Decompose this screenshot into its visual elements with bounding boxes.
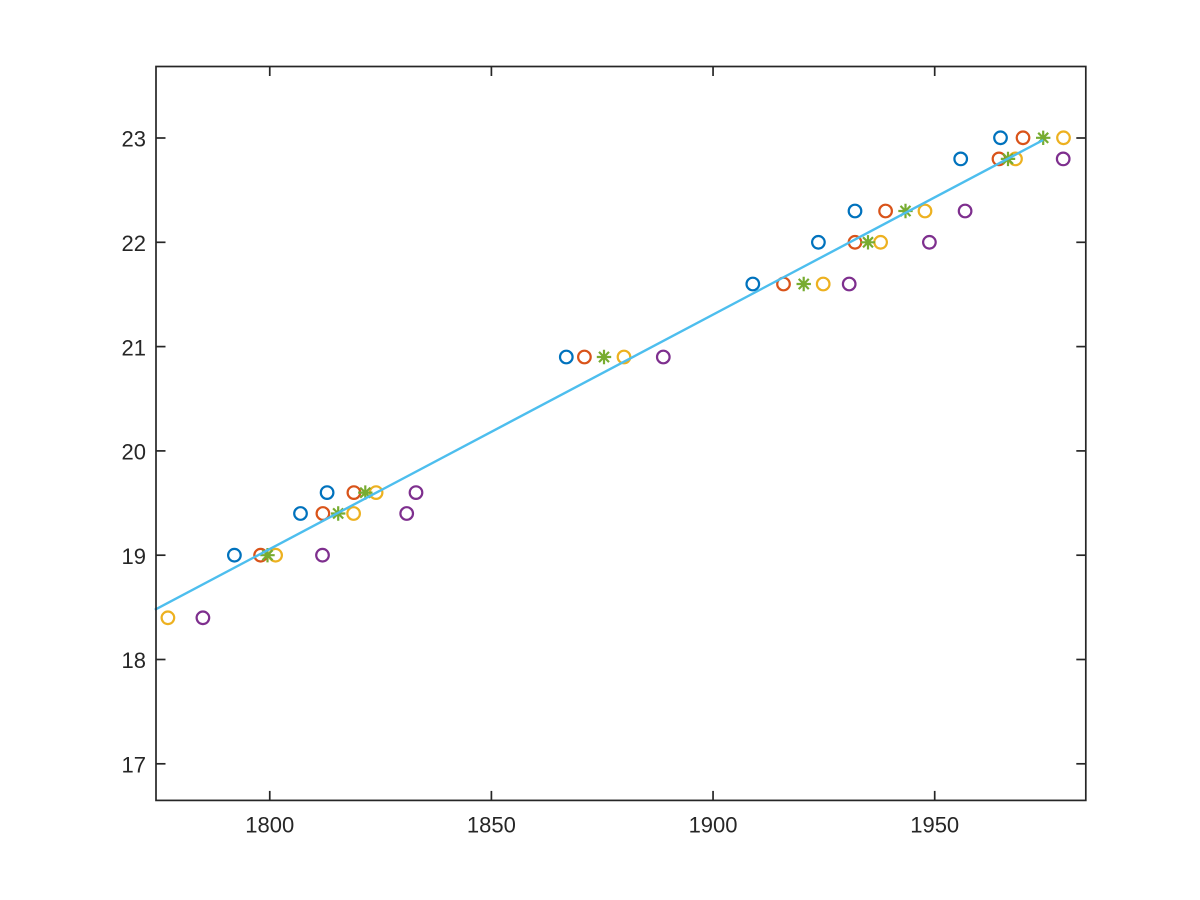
svg-text:21: 21 xyxy=(122,335,146,360)
svg-text:1950: 1950 xyxy=(910,813,959,838)
svg-text:23: 23 xyxy=(122,127,146,152)
svg-text:20: 20 xyxy=(122,440,146,465)
svg-text:18: 18 xyxy=(122,648,146,673)
svg-text:22: 22 xyxy=(122,231,146,256)
svg-text:1800: 1800 xyxy=(245,813,294,838)
svg-text:19: 19 xyxy=(122,544,146,569)
svg-text:1850: 1850 xyxy=(467,813,516,838)
svg-text:17: 17 xyxy=(122,753,146,778)
svg-text:1900: 1900 xyxy=(689,813,738,838)
